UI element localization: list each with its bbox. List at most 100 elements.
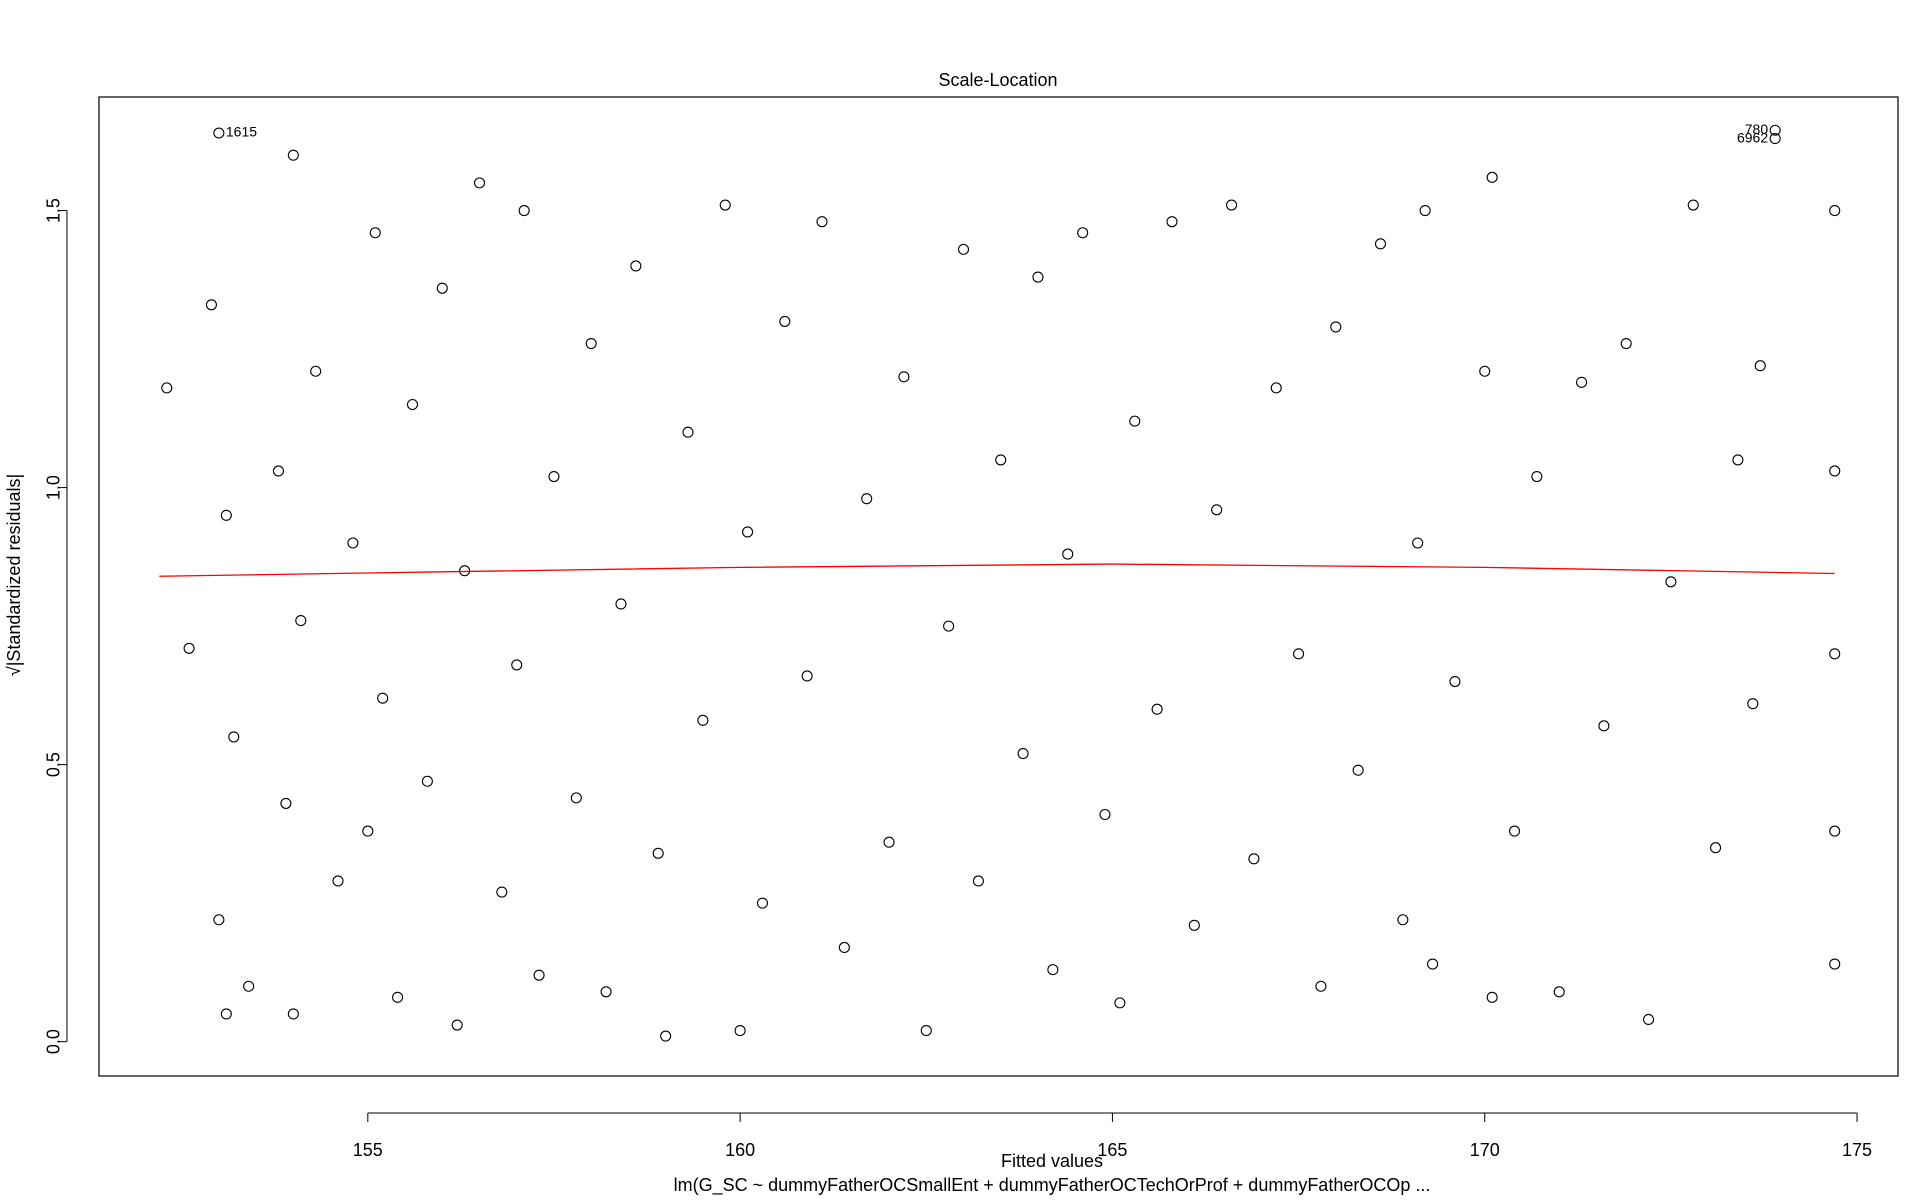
point [1553,986,1565,998]
point [779,315,791,327]
point [1211,504,1223,516]
point [719,199,731,211]
point [1419,205,1431,217]
point [280,797,292,809]
point [1226,199,1238,211]
point [1047,964,1059,976]
x-tick-label: 175 [1842,1140,1872,1160]
point [1829,958,1841,970]
point [406,398,419,411]
point [421,775,433,787]
point [1508,825,1521,837]
point [243,980,255,992]
point [459,565,471,577]
point-label: 1615 [226,124,257,140]
x-axis-label: Fitted values [1001,1151,1103,1171]
point [1486,991,1498,1003]
point [369,227,381,239]
point [1427,958,1439,970]
point [473,177,486,189]
point [295,615,307,627]
point [652,847,664,859]
point [205,299,217,311]
y-tick-label: 1.5 [44,198,64,223]
point [1114,997,1126,1009]
point [161,382,173,394]
y-axis-label: √|Standardized residuals| [4,474,24,676]
point [1449,675,1461,688]
point [220,509,232,521]
point [1531,470,1543,483]
point [1077,227,1089,239]
point [1270,382,1282,394]
point [310,365,322,377]
point [1166,216,1178,228]
point [1665,576,1677,588]
point [1479,365,1491,377]
point [1620,338,1632,350]
point [972,875,984,887]
point [957,243,970,255]
point [1188,919,1200,931]
plot-box [98,96,1899,1077]
point [533,969,545,981]
point [1352,764,1364,776]
point [436,282,448,294]
point [1747,698,1759,710]
point [1099,808,1111,821]
point-label: 780 [1745,121,1769,137]
point [518,205,530,217]
point [1829,825,1841,837]
point [347,537,359,549]
subtitle: lm(G_SC ~ dummyFatherOCSmallEnt + dummyF… [674,1175,1431,1196]
point [548,470,560,483]
point [1062,548,1074,560]
point [1829,648,1841,660]
x-tick-label: 155 [353,1140,383,1160]
point [1129,415,1141,427]
point [332,875,344,887]
point [816,216,828,228]
point [898,371,910,383]
point [1412,537,1424,549]
point [630,260,642,272]
smoother-line [159,563,1835,577]
point [496,886,508,898]
point [1754,360,1766,372]
x-tick-label: 160 [725,1140,755,1160]
point [220,1008,232,1020]
point [756,897,769,909]
point [600,986,612,998]
point-label: 6962 [1737,129,1768,145]
point [1248,853,1260,865]
point [1829,205,1841,217]
point [920,1025,932,1037]
point [995,454,1007,466]
x-tick-label: 170 [1470,1140,1500,1160]
point [585,338,597,350]
point [742,526,754,538]
y-tick-label: 0.0 [44,1029,64,1054]
point [734,1025,746,1037]
point [1151,703,1163,715]
point [1710,842,1722,854]
point [1769,133,1781,145]
point [1017,747,1029,760]
point [1374,238,1387,250]
point [451,1019,463,1031]
point [392,991,404,1003]
point [570,792,582,804]
point [660,1030,672,1042]
point [1829,465,1841,477]
point [801,670,813,682]
y-tick-label: 0.5 [44,752,64,777]
point [228,731,240,743]
point [1687,199,1699,211]
point [1032,271,1044,283]
point [1643,1013,1655,1026]
chart-title: Scale-Location [938,70,1057,90]
point [615,598,627,610]
point [838,941,850,954]
point [943,620,955,632]
